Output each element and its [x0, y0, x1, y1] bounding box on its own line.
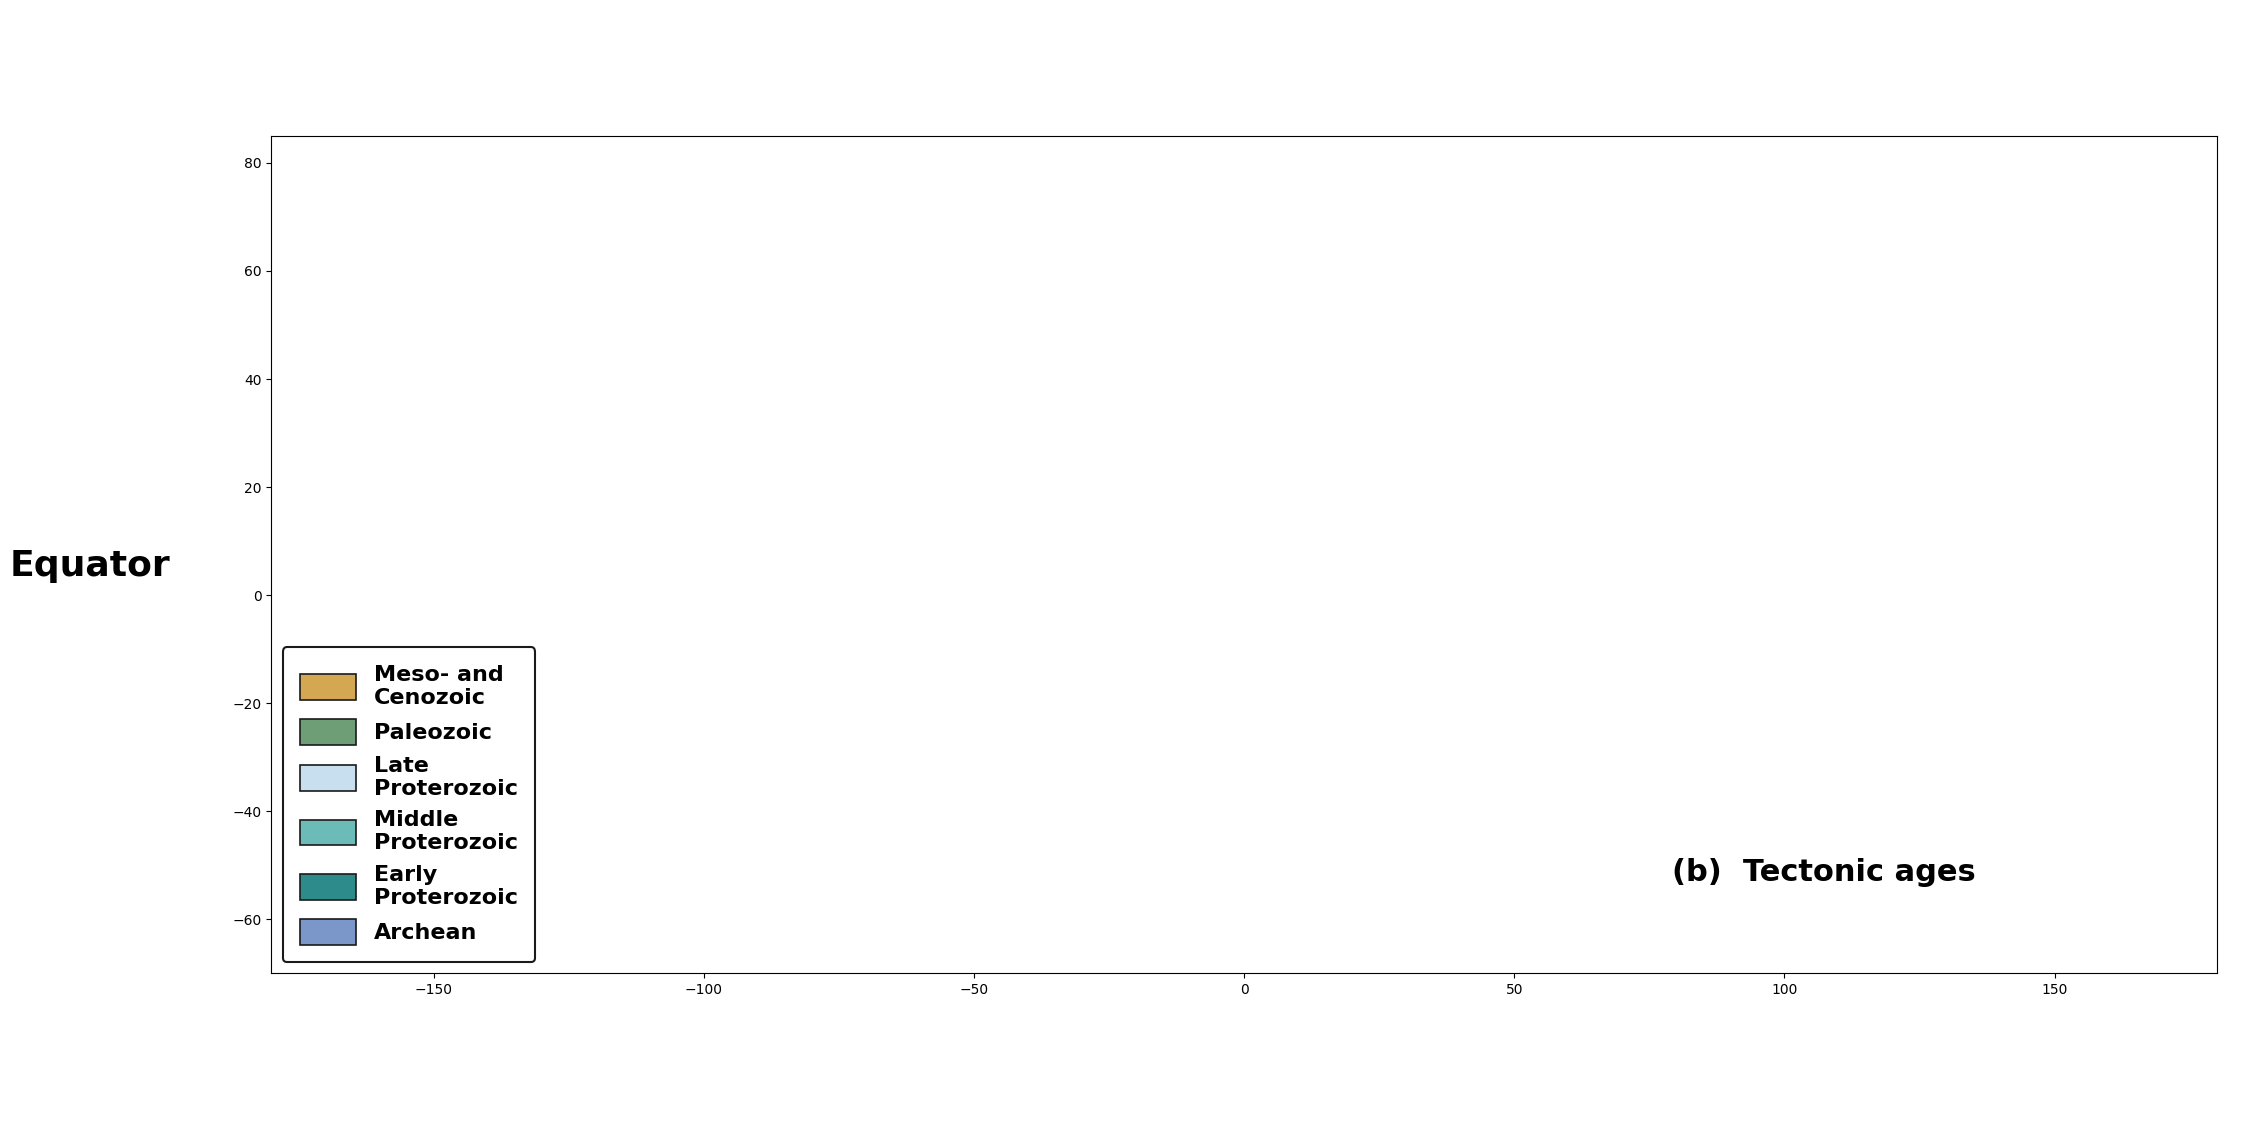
Legend: Meso- and
Cenozoic, Paleozoic, Late
Proterozoic, Middle
Proterozoic, Early
Prote: Meso- and Cenozoic, Paleozoic, Late Prot… [283, 648, 536, 962]
Text: Equator: Equator [9, 549, 172, 583]
Text: (b)  Tectonic ages: (b) Tectonic ages [1672, 858, 1975, 887]
